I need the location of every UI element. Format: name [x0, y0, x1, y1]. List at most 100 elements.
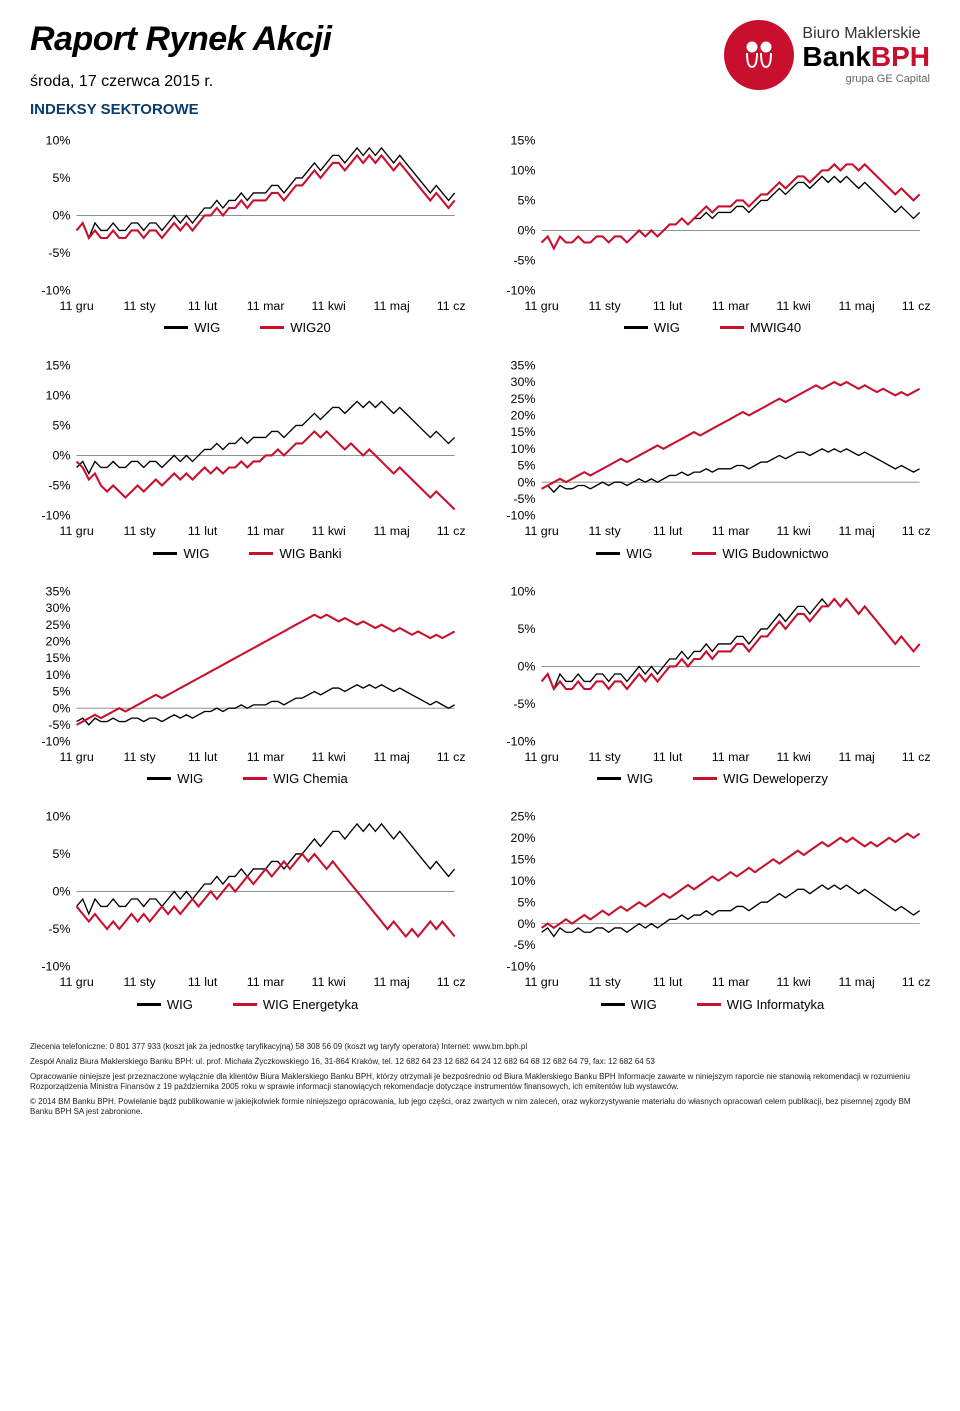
- chart-2: -10%-5%0%5%10%15%11 gru11 sty11 lut11 ma…: [30, 355, 465, 560]
- svg-text:25%: 25%: [511, 810, 536, 824]
- chart-7: -10%-5%0%5%10%15%20%25%11 gru11 sty11 lu…: [495, 806, 930, 1011]
- svg-text:11 mar: 11 mar: [247, 750, 285, 764]
- footer-p4: © 2014 BM Banku BPH. Powielanie bądź pub…: [30, 1097, 930, 1117]
- legend-wig: WIG: [137, 997, 193, 1012]
- section-title: INDEKSY SEKTOROWE: [30, 101, 930, 118]
- svg-text:20%: 20%: [46, 634, 71, 648]
- svg-text:0%: 0%: [517, 476, 535, 490]
- svg-text:-5%: -5%: [48, 922, 70, 936]
- svg-text:11 lut: 11 lut: [653, 299, 683, 313]
- chart-6-legend: WIG WIG Energetyka: [30, 997, 465, 1012]
- logo-circle-icon: [724, 20, 794, 90]
- svg-text:11 gru: 11 gru: [524, 299, 558, 313]
- svg-text:11 sty: 11 sty: [589, 525, 622, 539]
- svg-text:-5%: -5%: [513, 697, 535, 711]
- legend-wig: WIG: [601, 997, 657, 1012]
- report-title: Raport Rynek Akcji: [30, 20, 332, 59]
- svg-text:11 gru: 11 gru: [524, 525, 558, 539]
- svg-text:5%: 5%: [517, 896, 535, 910]
- legend-wig: WIG: [147, 771, 203, 786]
- svg-text:10%: 10%: [46, 810, 71, 824]
- svg-text:5%: 5%: [52, 171, 70, 185]
- svg-text:11 cze: 11 cze: [902, 975, 930, 989]
- svg-text:-5%: -5%: [513, 938, 535, 952]
- svg-text:-10%: -10%: [506, 509, 535, 523]
- svg-text:11 kwi: 11 kwi: [777, 299, 811, 313]
- chart-3: -10%-5%0%5%10%15%20%25%30%35%11 gru11 st…: [495, 355, 930, 560]
- svg-text:11 mar: 11 mar: [247, 525, 285, 539]
- svg-text:11 cze: 11 cze: [902, 299, 930, 313]
- chart-0: -10%-5%0%5%10%11 gru11 sty11 lut11 mar11…: [30, 130, 465, 335]
- svg-text:0%: 0%: [517, 224, 535, 238]
- svg-text:11 mar: 11 mar: [247, 299, 285, 313]
- svg-text:5%: 5%: [52, 847, 70, 861]
- svg-text:11 maj: 11 maj: [838, 299, 874, 313]
- legend-series2: WIG Deweloperzy: [693, 771, 828, 786]
- legend-wig: WIG: [153, 546, 209, 561]
- svg-text:35%: 35%: [46, 584, 71, 598]
- svg-text:-5%: -5%: [513, 492, 535, 506]
- chart-4: -10%-5%0%5%10%15%20%25%30%35%11 gru11 st…: [30, 581, 465, 786]
- svg-text:15%: 15%: [46, 651, 71, 665]
- svg-text:20%: 20%: [511, 831, 536, 845]
- report-date: środa, 17 czerwca 2015 r.: [30, 73, 332, 91]
- footer-disclaimer: Zlecenia telefoniczne: 0 801 377 933 (ko…: [30, 1042, 930, 1117]
- svg-text:11 maj: 11 maj: [373, 525, 409, 539]
- svg-text:11 kwi: 11 kwi: [312, 975, 346, 989]
- svg-text:11 lut: 11 lut: [188, 975, 218, 989]
- legend-series2: WIG20: [260, 320, 330, 335]
- chart-7-legend: WIG WIG Informatyka: [495, 997, 930, 1012]
- svg-text:11 lut: 11 lut: [188, 299, 218, 313]
- svg-text:0%: 0%: [52, 701, 70, 715]
- legend-series2: WIG Energetyka: [233, 997, 358, 1012]
- chart-1: -10%-5%0%5%10%15%11 gru11 sty11 lut11 ma…: [495, 130, 930, 335]
- legend-wig: WIG: [624, 320, 680, 335]
- svg-text:15%: 15%: [46, 359, 71, 373]
- svg-text:15%: 15%: [511, 853, 536, 867]
- svg-text:11 kwi: 11 kwi: [777, 750, 811, 764]
- svg-text:11 cze: 11 cze: [437, 750, 465, 764]
- svg-text:-10%: -10%: [506, 960, 535, 974]
- legend-series2: WIG Banki: [249, 546, 341, 561]
- svg-text:11 mar: 11 mar: [247, 975, 285, 989]
- svg-text:11 cze: 11 cze: [902, 750, 930, 764]
- charts-grid: -10% -5% 0% 5% 10% 11 gru 11 sty 11 lut 11 mar 11…: [30, 130, 930, 1012]
- svg-text:10%: 10%: [46, 389, 71, 403]
- svg-text:0%: 0%: [517, 917, 535, 931]
- svg-text:11 maj: 11 maj: [373, 975, 409, 989]
- chart-5-legend: WIG WIG Deweloperzy: [495, 771, 930, 786]
- svg-text:5%: 5%: [517, 622, 535, 636]
- svg-text:11 cze: 11 cze: [437, 299, 465, 313]
- svg-text:-5%: -5%: [48, 718, 70, 732]
- svg-text:0%: 0%: [517, 659, 535, 673]
- svg-text:0%: 0%: [52, 209, 70, 223]
- title-block: Raport Rynek Akcji środa, 17 czerwca 201…: [30, 20, 332, 91]
- report-header: Raport Rynek Akcji środa, 17 czerwca 201…: [30, 20, 930, 91]
- svg-text:10%: 10%: [46, 133, 71, 147]
- legend-series2: WIG Informatyka: [697, 997, 825, 1012]
- legend-series2: WIG Chemia: [243, 771, 347, 786]
- logo-line1: Biuro Maklerskie: [802, 25, 930, 43]
- svg-text:11 lut: 11 lut: [653, 525, 683, 539]
- svg-text:5%: 5%: [517, 194, 535, 208]
- chart-2-legend: WIG WIG Banki: [30, 546, 465, 561]
- svg-text:11 maj: 11 maj: [838, 975, 874, 989]
- svg-text:11 lut: 11 lut: [653, 750, 683, 764]
- svg-text:11 gru: 11 gru: [524, 750, 558, 764]
- svg-text:30%: 30%: [46, 601, 71, 615]
- svg-text:11 kwi: 11 kwi: [312, 299, 346, 313]
- svg-text:10%: 10%: [46, 668, 71, 682]
- svg-text:11 lut: 11 lut: [188, 750, 218, 764]
- footer-p2: Zespół Analiz Biura Maklerskiego Banku B…: [30, 1057, 930, 1067]
- legend-wig: WIG: [597, 771, 653, 786]
- svg-text:-5%: -5%: [48, 479, 70, 493]
- chart-6: -10%-5%0%5%10%11 gru11 sty11 lut11 mar11…: [30, 806, 465, 1011]
- svg-text:0%: 0%: [52, 449, 70, 463]
- svg-text:-10%: -10%: [506, 284, 535, 298]
- svg-text:-10%: -10%: [41, 735, 70, 749]
- svg-text:10%: 10%: [511, 164, 536, 178]
- chart-4-legend: WIG WIG Chemia: [30, 771, 465, 786]
- legend-series2: WIG Budownictwo: [692, 546, 828, 561]
- svg-text:11 sty: 11 sty: [589, 299, 622, 313]
- svg-text:11 maj: 11 maj: [838, 525, 874, 539]
